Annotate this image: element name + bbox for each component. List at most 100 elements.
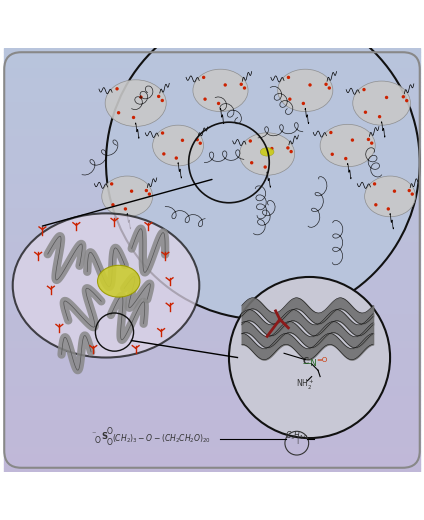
Ellipse shape: [320, 124, 375, 167]
Circle shape: [110, 182, 113, 186]
Bar: [4, 201, 420, 205]
Bar: [4, 294, 420, 298]
Circle shape: [202, 76, 205, 79]
Circle shape: [331, 152, 334, 156]
Bar: [4, 387, 420, 392]
Circle shape: [367, 138, 370, 141]
Circle shape: [393, 189, 396, 193]
Bar: [4, 61, 420, 65]
Bar: [4, 167, 420, 171]
Text: —N: —N: [302, 359, 317, 368]
Bar: [4, 252, 420, 256]
Bar: [4, 451, 420, 455]
Bar: [4, 150, 420, 154]
Circle shape: [363, 88, 366, 92]
Circle shape: [243, 86, 246, 89]
Bar: [4, 447, 420, 451]
Bar: [4, 205, 420, 209]
Bar: [4, 272, 420, 277]
Bar: [4, 319, 420, 323]
Bar: [4, 281, 420, 285]
Bar: [4, 303, 420, 307]
Circle shape: [385, 96, 388, 99]
Bar: [4, 413, 420, 417]
Bar: [4, 243, 420, 248]
Ellipse shape: [193, 69, 248, 112]
Bar: [4, 95, 420, 99]
Circle shape: [161, 99, 164, 102]
Bar: [4, 120, 420, 124]
Circle shape: [106, 6, 420, 319]
Bar: [4, 128, 420, 133]
Bar: [4, 222, 420, 226]
Circle shape: [162, 152, 165, 155]
Bar: [4, 366, 420, 370]
Bar: [4, 213, 420, 217]
Circle shape: [301, 102, 305, 105]
Circle shape: [111, 203, 114, 206]
Bar: [4, 345, 420, 349]
Text: S: S: [101, 432, 107, 441]
Text: =O: =O: [316, 357, 327, 362]
Bar: [4, 421, 420, 425]
Bar: [4, 396, 420, 400]
Bar: [4, 438, 420, 443]
Circle shape: [132, 116, 135, 119]
Ellipse shape: [353, 81, 410, 125]
Bar: [4, 277, 420, 281]
Bar: [4, 146, 420, 150]
Ellipse shape: [102, 176, 153, 217]
Circle shape: [250, 161, 254, 164]
Ellipse shape: [105, 80, 166, 126]
Ellipse shape: [365, 176, 416, 217]
Ellipse shape: [278, 69, 333, 112]
Bar: [4, 353, 420, 358]
Bar: [4, 90, 420, 95]
Circle shape: [287, 76, 290, 79]
Circle shape: [240, 83, 243, 86]
Circle shape: [139, 96, 142, 99]
Bar: [4, 430, 420, 434]
Circle shape: [157, 95, 160, 98]
Bar: [4, 52, 420, 57]
Bar: [4, 65, 420, 69]
Bar: [4, 468, 420, 472]
Bar: [4, 175, 420, 179]
Bar: [4, 179, 420, 184]
Bar: [4, 230, 420, 235]
Bar: [4, 197, 420, 201]
Bar: [4, 116, 420, 120]
Bar: [4, 307, 420, 311]
Circle shape: [161, 132, 164, 135]
Bar: [4, 311, 420, 315]
Ellipse shape: [153, 125, 204, 166]
Bar: [4, 239, 420, 243]
Bar: [4, 455, 420, 459]
Circle shape: [402, 95, 405, 98]
Bar: [4, 374, 420, 379]
Circle shape: [308, 83, 312, 87]
Circle shape: [115, 87, 119, 90]
Bar: [4, 226, 420, 230]
Bar: [4, 370, 420, 374]
Bar: [4, 400, 420, 404]
Bar: [4, 260, 420, 264]
Bar: [4, 315, 420, 319]
Bar: [4, 137, 420, 141]
Bar: [4, 209, 420, 213]
Bar: [4, 192, 420, 197]
Circle shape: [248, 139, 252, 142]
Bar: [4, 154, 420, 158]
Circle shape: [329, 131, 332, 134]
Circle shape: [374, 203, 377, 206]
Bar: [4, 285, 420, 290]
Bar: [4, 107, 420, 112]
Circle shape: [328, 86, 331, 89]
Circle shape: [286, 146, 290, 150]
Bar: [4, 298, 420, 303]
Bar: [4, 264, 420, 268]
Text: C: C: [302, 357, 308, 366]
Bar: [4, 86, 420, 90]
Circle shape: [407, 189, 411, 192]
Circle shape: [223, 83, 227, 87]
